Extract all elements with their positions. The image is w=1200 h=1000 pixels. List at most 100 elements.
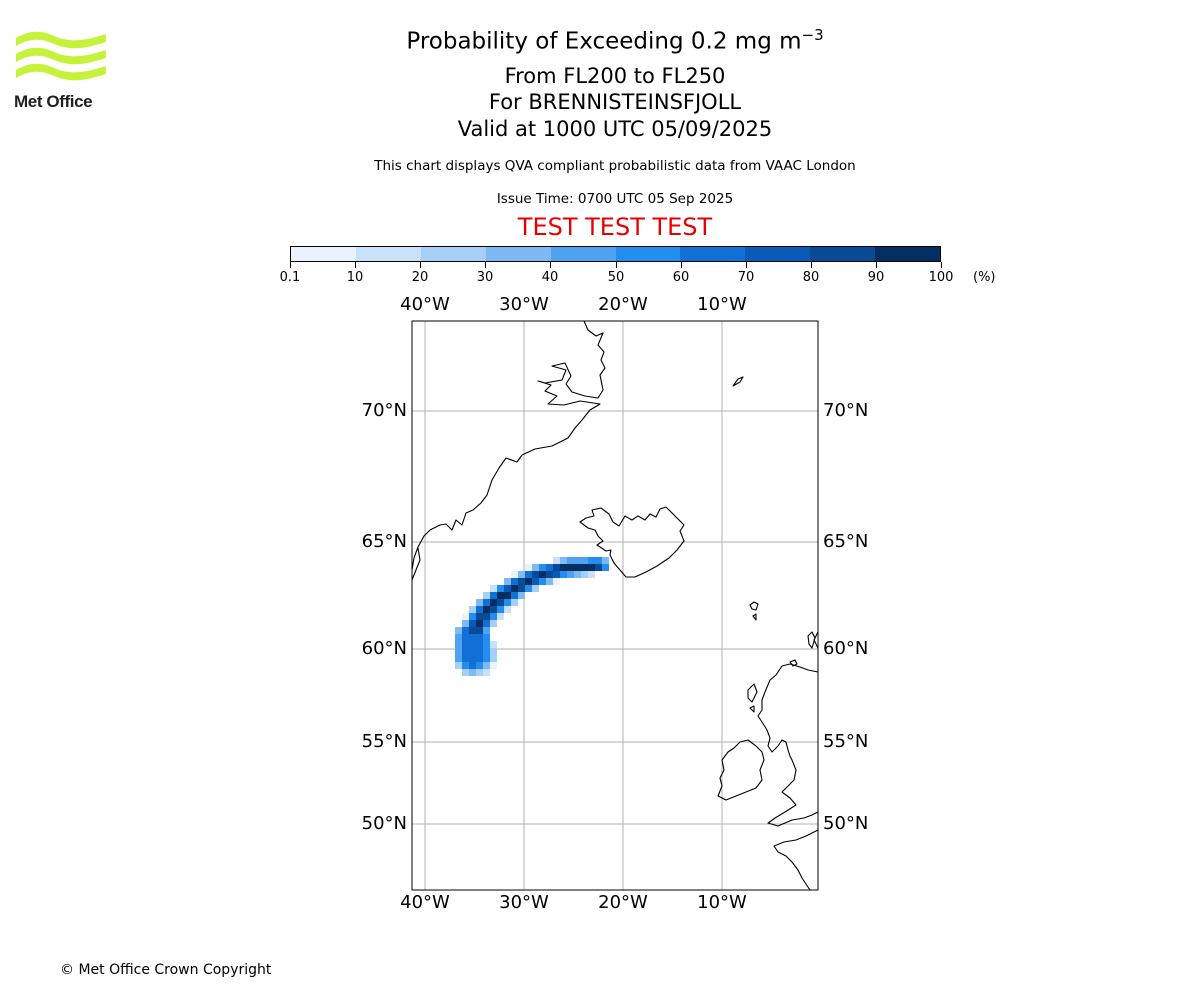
plume-cell: [518, 585, 525, 592]
plume-cell: [462, 655, 469, 662]
plume-cell: [462, 648, 469, 655]
plume-cell: [455, 634, 462, 641]
lon-label-top: 30°W: [499, 294, 549, 315]
plume-cell: [490, 620, 497, 627]
colorbar-tick-mark: [355, 262, 356, 268]
france-coast: [773, 829, 819, 891]
plume-cell: [462, 620, 469, 627]
lat-label-right: 55°N: [823, 731, 869, 752]
colorbar-tick-mark: [811, 262, 812, 268]
colorbar-tick-label: 60: [672, 270, 690, 285]
plume-cell: [483, 592, 490, 599]
plume-cell: [490, 599, 497, 606]
copyright-text: © Met Office Crown Copyright: [60, 962, 272, 978]
colorbar-segment: [550, 247, 616, 261]
plume-cell: [476, 627, 483, 634]
lon-label-top: 20°W: [598, 294, 648, 315]
plume-cell: [518, 578, 525, 585]
plume-cell: [483, 641, 490, 648]
plume-cell: [532, 564, 539, 571]
plume-cell: [483, 655, 490, 662]
plume-cell: [581, 564, 588, 571]
plume-cell: [504, 585, 511, 592]
colorbar-tick-mark: [420, 262, 421, 268]
plume-cell: [476, 669, 483, 676]
plume-cell: [476, 620, 483, 627]
plume-cell: [497, 585, 504, 592]
colorbar-tick-label: 90: [867, 270, 885, 285]
lat-label-left: 55°N: [361, 731, 407, 752]
plume-cell: [497, 613, 504, 620]
plume-cell: [504, 592, 511, 599]
lat-label-left: 50°N: [361, 813, 407, 834]
greenland-coast-south: [411, 547, 421, 581]
colorbar-tick-label: 30: [476, 270, 494, 285]
colorbar-segment: [420, 247, 486, 261]
plume-cell: [490, 592, 497, 599]
colorbar-unit: (%): [973, 270, 996, 285]
plume-cell: [567, 571, 574, 578]
plume-cell: [511, 585, 518, 592]
plume-cell: [483, 634, 490, 641]
lon-label-bottom: 20°W: [598, 892, 648, 913]
plume-cell: [469, 613, 476, 620]
colorbar-tick-mark: [681, 262, 682, 268]
lon-label-top: 40°W: [400, 294, 450, 315]
lon-label-top: 10°W: [697, 294, 747, 315]
colorbar-tick-label: 10: [346, 270, 364, 285]
colorbar-tick-label: 80: [802, 270, 820, 285]
plume-cell: [469, 648, 476, 655]
plume-cell: [476, 606, 483, 613]
plume-cell: [525, 571, 532, 578]
plume-cell: [483, 648, 490, 655]
plume-cell: [595, 564, 602, 571]
plume-cell: [539, 564, 546, 571]
plume-cell: [567, 564, 574, 571]
plume-cell: [595, 557, 602, 564]
issue-time: Issue Time: 0700 UTC 05 Sep 2025: [496, 191, 734, 207]
lat-label-right: 60°N: [823, 638, 869, 659]
norway-coast: [813, 631, 819, 649]
colorbar-tick-mark: [290, 262, 291, 268]
plume-cell: [455, 641, 462, 648]
plume-cell: [476, 641, 483, 648]
plume-cell: [525, 578, 532, 585]
colorbar-tick-label: 100: [928, 270, 954, 285]
plume-cell: [588, 564, 595, 571]
plume-cell: [490, 655, 497, 662]
met-office-wave-icon: [16, 31, 106, 81]
plume-cell: [462, 613, 469, 620]
plume-cell: [588, 557, 595, 564]
chart-title: Probability of Exceeding 0.2 mg m−3: [406, 26, 824, 55]
plume-cell: [469, 655, 476, 662]
plume-cell: [490, 613, 497, 620]
plume-cell: [483, 599, 490, 606]
plume-cell: [560, 564, 567, 571]
greenland-island: [732, 376, 744, 387]
plume-cell: [518, 592, 525, 599]
plume-cell: [455, 627, 462, 634]
volcano-name: For BRENNISTEINSFJOLL: [488, 90, 742, 114]
colorbar-tick-mark: [485, 262, 486, 268]
plume-cell: [532, 571, 539, 578]
lat-label-left: 60°N: [361, 638, 407, 659]
colorbar: [290, 246, 941, 262]
plume-cell: [602, 557, 609, 564]
plume-cell: [581, 557, 588, 564]
orkney: [789, 659, 798, 667]
colorbar-segment: [875, 247, 941, 261]
plume-cell: [483, 613, 490, 620]
plume-cell: [497, 606, 504, 613]
plume-cell: [483, 669, 490, 676]
plume-cell: [532, 578, 539, 585]
plume-cell: [476, 662, 483, 669]
coastlines: [411, 320, 819, 891]
plume-cell: [560, 557, 567, 564]
lon-label-bottom: 30°W: [499, 892, 549, 913]
plume-cell: [511, 592, 518, 599]
colorbar-tick-mark: [941, 262, 942, 268]
plume-cell: [469, 641, 476, 648]
plume-cell: [490, 585, 497, 592]
plume-cell: [504, 599, 511, 606]
plume-cell: [504, 606, 511, 613]
